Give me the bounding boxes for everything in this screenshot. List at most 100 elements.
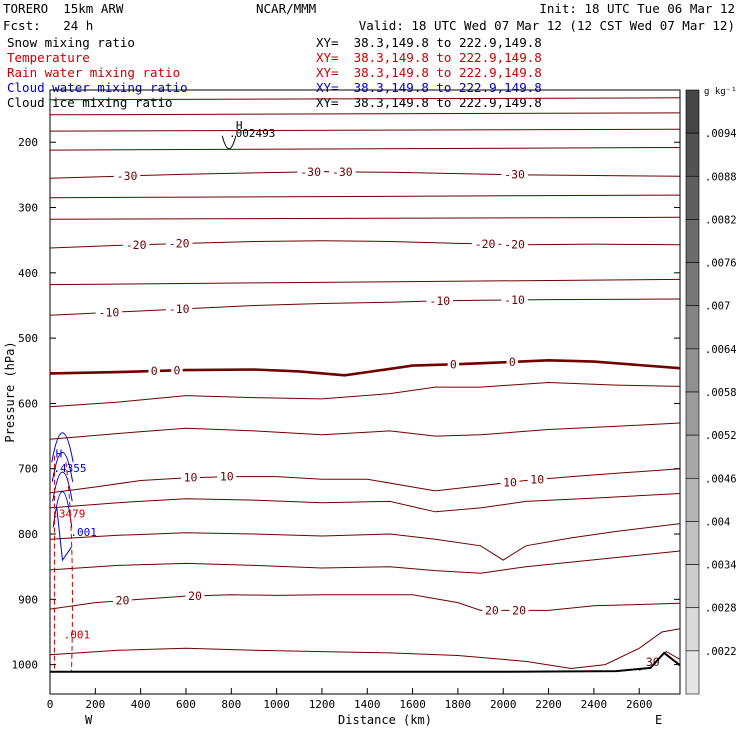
isotherm-label: 10	[530, 472, 544, 486]
valid-time: Valid: 18 UTC Wed 07 Mar 12 (12 CST Wed …	[358, 18, 735, 33]
isotherm-label: 10	[503, 475, 517, 489]
colorbar-label: .0064	[705, 344, 737, 356]
colorbar-label: .0046	[705, 473, 737, 485]
x-tick-label: 2000	[490, 698, 517, 711]
colorbar-cell	[685, 650, 700, 695]
x-tick-label: 800	[221, 698, 241, 711]
isotherm-label: -20	[475, 237, 496, 251]
isotherm-line	[49, 358, 681, 377]
isotherm-line	[49, 240, 681, 249]
hydrometeor-label: .001	[64, 628, 91, 641]
x-tick-label: 2600	[626, 698, 653, 711]
colorbar-label: .004	[705, 516, 730, 528]
colorbar-cell	[685, 607, 700, 652]
isotherm-label: -30	[504, 168, 525, 182]
contour-line	[49, 278, 681, 286]
field-name: Temperature	[7, 50, 90, 65]
west-label: W	[85, 713, 93, 727]
isotherm-label-bg	[297, 165, 324, 178]
isotherm-label: 10	[220, 470, 234, 484]
x-tick-label: 0	[47, 698, 54, 711]
isotherm-label: 0	[151, 364, 158, 378]
y-tick-label: 500	[18, 332, 38, 345]
contour-line	[49, 550, 681, 574]
isotherm-label-bg	[501, 293, 528, 306]
isotherm-line	[49, 594, 681, 611]
contour-line	[49, 216, 681, 220]
hydrometeor-label: .3479	[52, 508, 85, 521]
x-tick-label: 1200	[309, 698, 336, 711]
y-tick-label: 300	[18, 202, 38, 215]
isotherm-label-bg	[527, 473, 547, 486]
isotherm-label: -20	[126, 238, 147, 252]
colorbar-cell	[685, 477, 700, 522]
y-tick-label: 900	[18, 593, 38, 606]
init-time: Init: 18 UTC Tue 06 Mar 12	[539, 1, 735, 16]
contour-line	[49, 493, 681, 513]
x-tick-label: 1600	[399, 698, 426, 711]
isotherm-label-bg	[447, 358, 460, 371]
contour-line	[49, 628, 681, 670]
isotherm-label: 20	[512, 603, 526, 617]
contour-line	[49, 147, 681, 151]
isotherm-label-bg	[426, 294, 454, 307]
isotherm-label-bg	[122, 238, 150, 251]
isotherm-label-bg	[95, 306, 123, 319]
x-tick-label: 1400	[354, 698, 381, 711]
isotherm-label: 30	[646, 655, 660, 669]
isotherm-label-bg	[471, 237, 499, 250]
isotherm-line	[49, 298, 681, 316]
terrain-line	[50, 651, 681, 673]
isotherm-label: -20	[504, 238, 525, 252]
colorbar-label: .0076	[705, 258, 737, 270]
plot-frame	[49, 89, 681, 695]
isotherm-label: 20	[188, 589, 202, 603]
snow-contour	[221, 135, 237, 150]
hydrometeor-label: .001	[70, 526, 97, 539]
cloud-water-contour	[51, 451, 74, 482]
y-tick-label: 600	[18, 397, 38, 410]
y-tick-label: 1000	[12, 659, 39, 672]
colorbar-label: .0082	[705, 214, 737, 226]
field-name: Snow mixing ratio	[7, 35, 135, 50]
isotherm-label: -30	[300, 165, 321, 179]
isotherm-label-bg	[165, 237, 193, 250]
colorbar-cell	[685, 132, 700, 177]
hydrometeor-label: .4355	[53, 462, 86, 475]
contour-line	[49, 194, 681, 199]
isotherm-label: 20	[116, 594, 130, 608]
cloud-water-contour	[51, 432, 74, 463]
isotherm-label: -10	[429, 294, 450, 308]
y-axis-label: Pressure (hPa)	[3, 341, 17, 442]
colorbar-label: .0052	[705, 430, 737, 442]
rain-contour	[65, 462, 73, 672]
isotherm-label: 0	[509, 355, 516, 369]
colorbar-cell	[685, 175, 700, 220]
x-tick-label: 200	[85, 698, 105, 711]
isotherm-label-bg	[148, 365, 160, 378]
org-label: NCAR/MMM	[256, 1, 317, 16]
isotherm-label: 10	[184, 471, 198, 485]
y-tick-label: 200	[18, 136, 38, 149]
isotherm-label-bg	[482, 604, 502, 617]
isotherm-label-bg	[501, 168, 528, 181]
x-tick-label: 2200	[535, 698, 562, 711]
colorbar-cell	[685, 305, 700, 350]
hydrometeor-label: H	[56, 448, 63, 461]
colorbar-label: .0094	[705, 128, 737, 140]
colorbar-cell	[685, 89, 700, 134]
colorbar-cell	[685, 434, 700, 479]
contour-line	[49, 523, 681, 561]
forecast-hour: Fcst: 24 h	[3, 18, 94, 33]
isotherm-label-bg	[171, 364, 183, 377]
isotherm-label: -10	[169, 302, 190, 316]
isotherm-label-bg	[506, 355, 519, 368]
field-name: Cloud water mixing ratio	[7, 80, 188, 95]
isotherm-label-bg	[185, 589, 205, 602]
isotherm-label-bg	[165, 303, 193, 316]
colorbar-cell	[685, 262, 700, 307]
field-xy: XY= 38.3,149.8 to 222.9,149.8	[316, 50, 542, 65]
x-tick-label: 2400	[581, 698, 608, 711]
isotherm-line	[49, 468, 681, 494]
